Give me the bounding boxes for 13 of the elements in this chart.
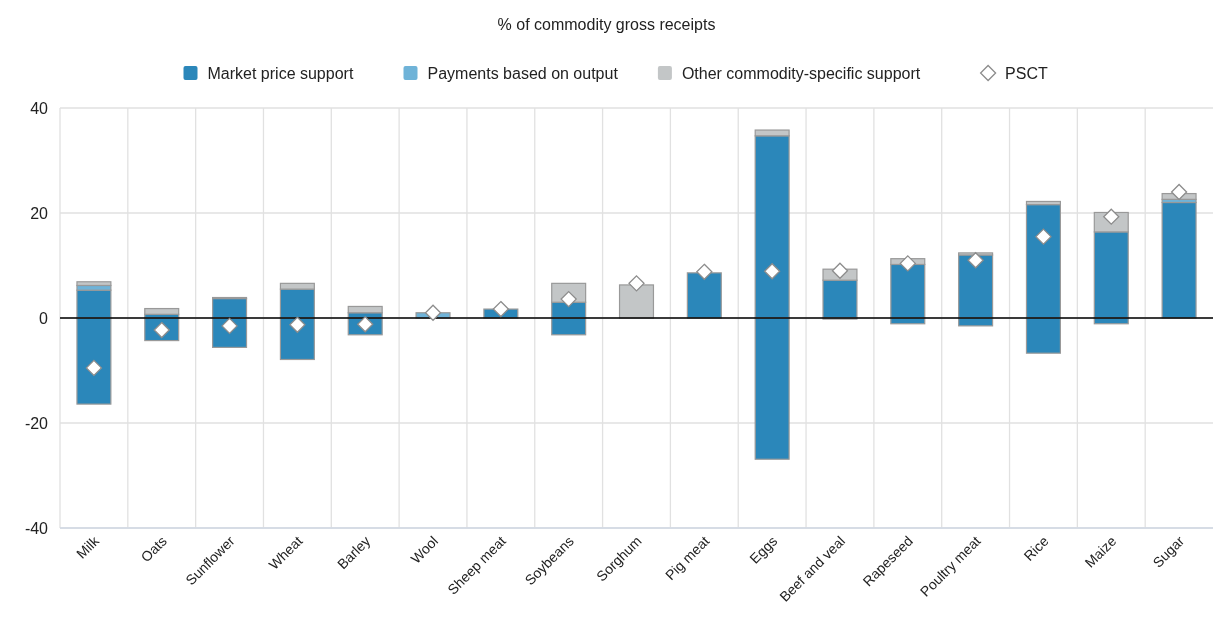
x-tick-label: Oats: [137, 532, 170, 566]
y-tick-label: -20: [24, 414, 49, 432]
legend-label: Market price support: [207, 65, 354, 82]
x-tick-label: Rice: [1020, 532, 1052, 564]
y-tick-label: 40: [30, 99, 49, 117]
chart-title: % of commodity gross receipts: [497, 16, 716, 33]
legend-label: Other commodity-specific support: [681, 65, 921, 82]
x-tick-label: Milk: [73, 532, 103, 562]
legend-label: Payments based on output: [427, 65, 619, 82]
legend-label: PSCT: [1005, 65, 1048, 82]
y-tick-label: 20: [30, 204, 49, 222]
y-tick-label: -40: [24, 519, 49, 537]
y-tick-label: 0: [39, 309, 49, 327]
